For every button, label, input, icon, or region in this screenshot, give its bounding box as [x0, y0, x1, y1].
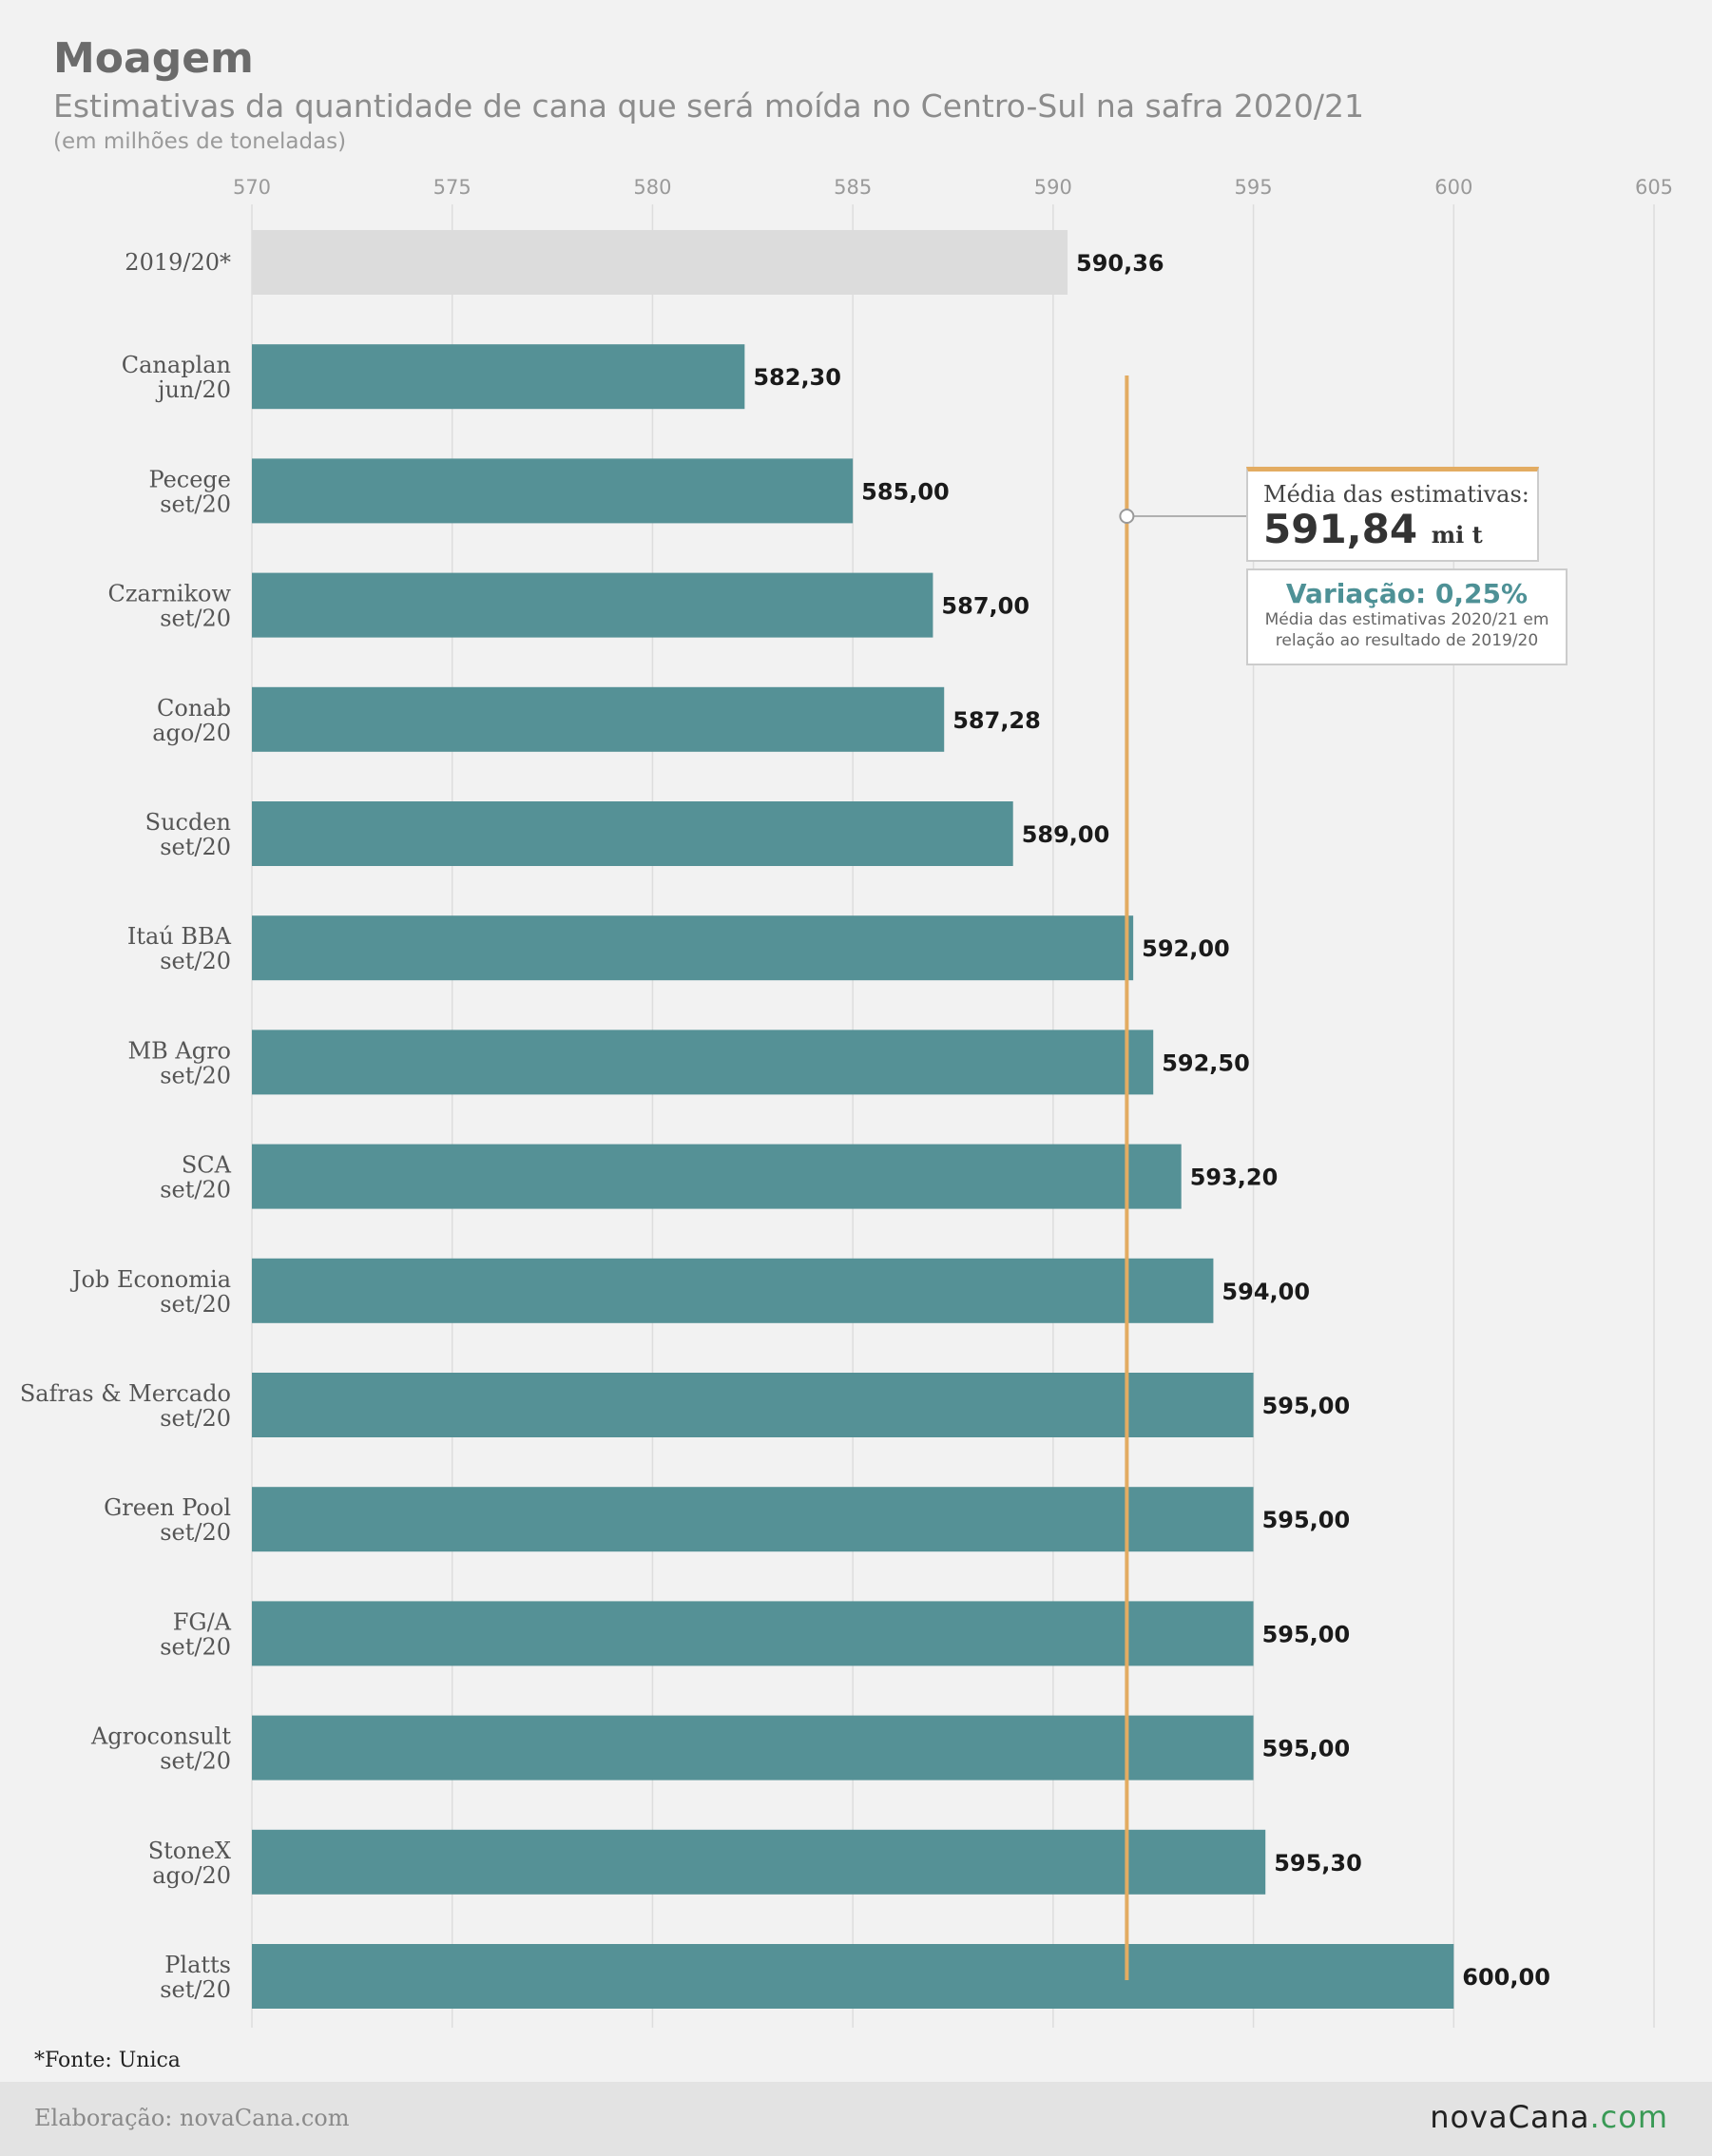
category-label: SCA set/20	[160, 1152, 231, 1203]
category-label: MB Agro set/20	[128, 1037, 231, 1088]
footer-credit: Elaboração: novaCana.com	[34, 2105, 350, 2131]
bar	[252, 686, 945, 752]
x-axis-ticks: 570 575 580 585 590 595 600 605	[233, 176, 1673, 199]
bar	[252, 1829, 1266, 1895]
bar	[252, 1601, 1254, 1666]
value-label: 593,20	[1190, 1165, 1279, 1191]
variation-description: Média das estimativas 2020/21 em relação…	[1264, 610, 1549, 650]
category-label: Job Economia set/20	[69, 1266, 231, 1318]
novacana-logo: novaCana.com	[1430, 2099, 1668, 2135]
bar	[252, 230, 1068, 295]
logo-main: novaCana	[1430, 2099, 1590, 2135]
bar	[252, 1030, 1154, 1095]
category-label: Itaú BBA set/20	[127, 923, 232, 974]
bar-chart: 570 575 580 585 590 595 600 605 2019/20* Canapla…	[20, 176, 1673, 2028]
value-label: 587,00	[941, 593, 1029, 620]
bar	[252, 572, 933, 638]
average-label: Média das estimativas:	[1263, 481, 1529, 508]
category-label: Agroconsult set/20	[90, 1723, 231, 1775]
average-value: 591,84	[1263, 506, 1418, 552]
x-tick-label: 570	[233, 176, 271, 199]
value-label: 595,00	[1262, 1621, 1351, 1647]
average-callout: Média das estimativas: 591,84 mi t	[1246, 467, 1539, 562]
x-tick-label: 580	[633, 176, 671, 199]
value-label: 595,30	[1274, 1850, 1362, 1877]
value-label: 592,00	[1142, 935, 1230, 962]
category-label: StoneX ago/20	[148, 1838, 231, 1889]
value-label: 585,00	[861, 478, 950, 505]
category-label: Conab ago/20	[152, 695, 231, 746]
category-label: Safras & Mercado set/20	[20, 1380, 231, 1432]
variation-callout: Variação: 0,25% Média das estimativas 20…	[1246, 568, 1568, 665]
category-label: Platts set/20	[160, 1952, 231, 2003]
x-tick-label: 595	[1235, 176, 1273, 199]
bar	[252, 1373, 1254, 1437]
bar	[252, 1258, 1214, 1323]
bar	[252, 1144, 1182, 1209]
value-label: 582,30	[753, 364, 841, 391]
category-label: Green Pool set/20	[104, 1494, 231, 1546]
bar	[252, 801, 1013, 866]
chart-subtitle: Estimativas da quantidade de cana que se…	[53, 87, 1364, 125]
bar	[252, 1944, 1454, 2009]
category-label: Sucden set/20	[145, 809, 231, 860]
average-value-line: 591,84 mi t	[1263, 508, 1524, 557]
x-tick-label: 590	[1034, 176, 1072, 199]
x-tick-label: 600	[1434, 176, 1472, 199]
category-label: Canaplan jun/20	[122, 352, 231, 403]
chart-title: Moagem	[53, 34, 254, 83]
footer: Elaboração: novaCana.com novaCana.com	[0, 2082, 1712, 2156]
average-reference-line	[1119, 375, 1246, 1980]
bar	[252, 1487, 1254, 1552]
category-label: Czarnikow set/20	[108, 581, 232, 632]
unit-note: (em milhões de toneladas)	[53, 129, 347, 154]
source-note: *Fonte: Unica	[34, 2049, 181, 2072]
logo-domain: .com	[1589, 2099, 1668, 2135]
value-label: 592,50	[1162, 1049, 1250, 1076]
reference-marker	[1119, 509, 1135, 524]
variation-title: Variação: 0,25%	[1285, 578, 1529, 609]
value-label: 589,00	[1022, 821, 1110, 848]
value-label: 590,36	[1076, 250, 1164, 277]
value-label: 594,00	[1221, 1279, 1310, 1305]
bar	[252, 1715, 1254, 1781]
x-tick-label: 575	[433, 176, 471, 199]
category-labels: 2019/20* Canaplan jun/20 Pecege set/20 Czarni…	[20, 249, 232, 2003]
value-label: 600,00	[1462, 1964, 1550, 1991]
bar	[252, 458, 854, 524]
value-label: 595,00	[1262, 1507, 1351, 1533]
x-tick-label: 605	[1635, 176, 1673, 199]
bar	[252, 915, 1134, 981]
value-label: 595,00	[1262, 1736, 1351, 1762]
category-label: Pecege set/20	[149, 466, 231, 517]
value-labels: 590,36 582,30 585,00 587,00 587,28 589,00 592,…	[753, 250, 1550, 1991]
x-tick-label: 585	[834, 176, 872, 199]
average-unit: mi t	[1431, 521, 1483, 549]
bars	[252, 230, 1454, 2009]
value-label: 587,28	[952, 707, 1041, 734]
category-label: FG/A set/20	[160, 1608, 231, 1660]
bar	[252, 344, 745, 410]
value-label: 595,00	[1262, 1393, 1351, 1419]
category-label: 2019/20*	[125, 249, 231, 276]
